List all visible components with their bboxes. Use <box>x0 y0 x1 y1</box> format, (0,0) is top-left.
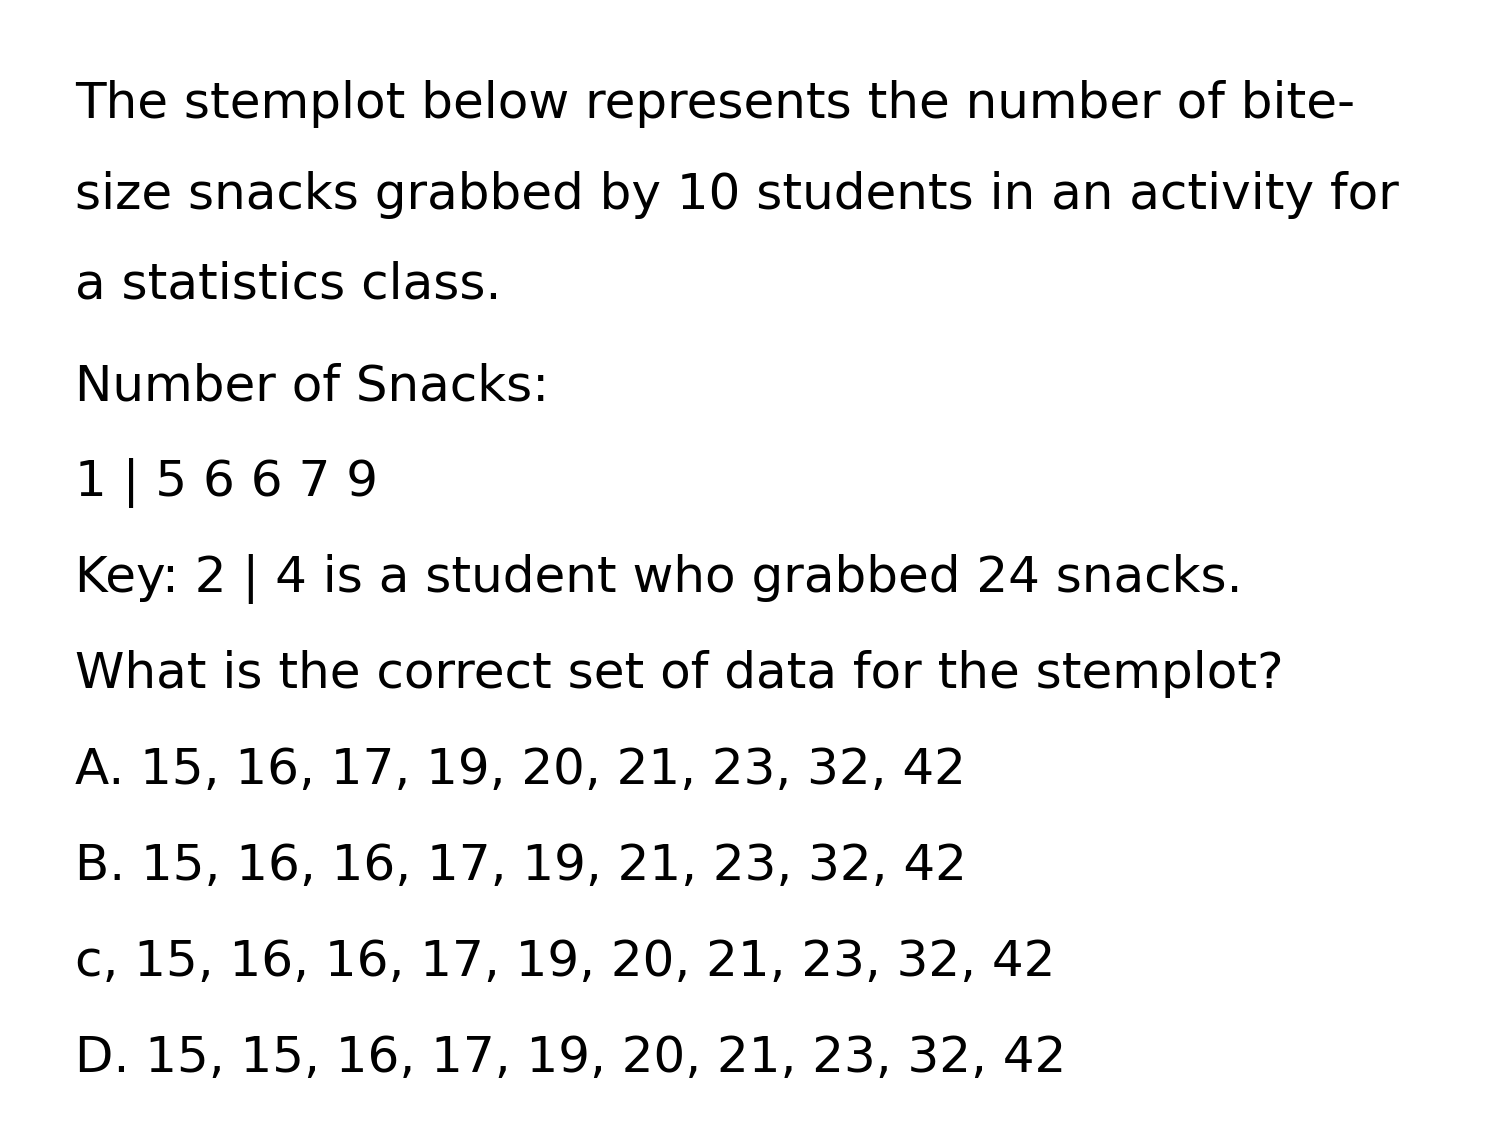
Text: c, 15, 16, 16, 17, 19, 20, 21, 23, 32, 42: c, 15, 16, 16, 17, 19, 20, 21, 23, 32, 4… <box>75 937 1056 986</box>
Text: Key: 2 | 4 is a student who grabbed 24 snacks.: Key: 2 | 4 is a student who grabbed 24 s… <box>75 554 1242 605</box>
Text: a statistics class.: a statistics class. <box>75 261 501 309</box>
Text: A. 15, 16, 17, 19, 20, 21, 23, 32, 42: A. 15, 16, 17, 19, 20, 21, 23, 32, 42 <box>75 746 966 794</box>
Text: 1 | 5 6 6 7 9: 1 | 5 6 6 7 9 <box>75 458 378 509</box>
Text: The stemplot below represents the number of bite-: The stemplot below represents the number… <box>75 80 1354 129</box>
Text: Number of Snacks:: Number of Snacks: <box>75 362 549 411</box>
Text: size snacks grabbed by 10 students in an activity for: size snacks grabbed by 10 students in an… <box>75 170 1400 219</box>
Text: D. 15, 15, 16, 17, 19, 20, 21, 23, 32, 42: D. 15, 15, 16, 17, 19, 20, 21, 23, 32, 4… <box>75 1033 1066 1082</box>
Text: B. 15, 16, 16, 17, 19, 21, 23, 32, 42: B. 15, 16, 16, 17, 19, 21, 23, 32, 42 <box>75 841 968 890</box>
Text: What is the correct set of data for the stemplot?: What is the correct set of data for the … <box>75 650 1284 698</box>
